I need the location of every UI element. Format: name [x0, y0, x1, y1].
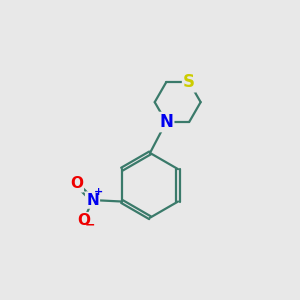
- Text: S: S: [183, 73, 195, 91]
- Text: O: O: [70, 176, 83, 191]
- Text: N: N: [159, 113, 173, 131]
- Text: O: O: [77, 213, 90, 228]
- Text: N: N: [86, 193, 99, 208]
- Text: +: +: [94, 187, 103, 197]
- Text: −: −: [85, 219, 95, 232]
